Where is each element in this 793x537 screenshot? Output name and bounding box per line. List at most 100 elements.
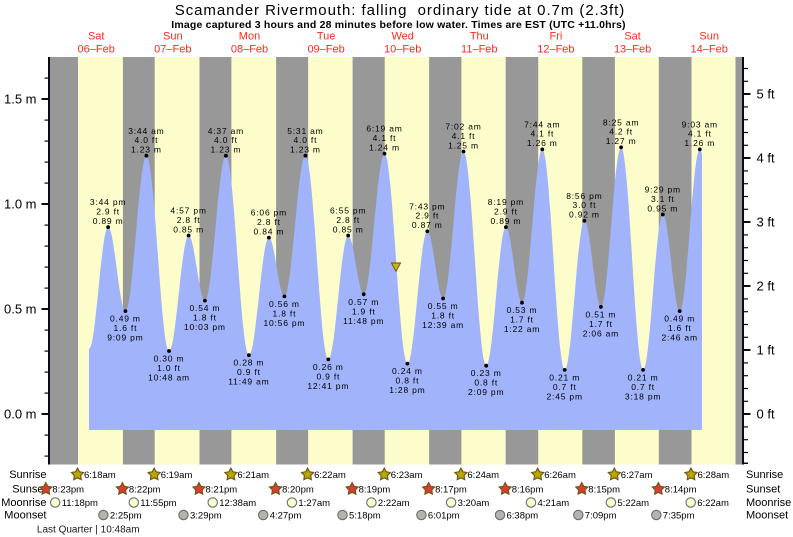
svg-text:11:18pm: 11:18pm xyxy=(62,498,98,509)
svg-text:5:22am: 5:22am xyxy=(617,498,649,509)
svg-text:0.54 m: 0.54 m xyxy=(190,303,221,313)
svg-text:1:22 am: 1:22 am xyxy=(504,324,540,334)
svg-text:1.0 m: 1.0 m xyxy=(4,197,37,212)
svg-text:8:23pm: 8:23pm xyxy=(52,484,84,495)
svg-text:8:21pm: 8:21pm xyxy=(206,484,238,495)
svg-text:Image captured 3 hours and 28: Image captured 3 hours and 28 minutes be… xyxy=(171,19,626,31)
svg-text:6:21am: 6:21am xyxy=(237,470,269,481)
svg-text:1.7 ft: 1.7 ft xyxy=(510,315,534,325)
svg-text:0.30 m: 0.30 m xyxy=(154,354,185,364)
svg-text:0.89 m: 0.89 m xyxy=(93,216,124,226)
svg-text:0.89 m: 0.89 m xyxy=(491,216,522,226)
svg-text:12:41 pm: 12:41 pm xyxy=(307,381,349,391)
svg-text:Moonset: Moonset xyxy=(746,510,788,522)
svg-text:Mon: Mon xyxy=(239,31,260,43)
svg-text:3:20am: 3:20am xyxy=(458,498,490,509)
svg-text:7:44 am: 7:44 am xyxy=(524,120,560,130)
svg-text:Last Quarter | 10:48am: Last Quarter | 10:48am xyxy=(37,525,140,536)
svg-text:06–Feb: 06–Feb xyxy=(78,44,115,56)
svg-text:8:20pm: 8:20pm xyxy=(282,484,314,495)
svg-text:0.21 m: 0.21 m xyxy=(628,372,659,382)
svg-text:0.55 m: 0.55 m xyxy=(428,301,459,311)
svg-text:1.23 m: 1.23 m xyxy=(211,145,242,155)
svg-text:8:19 pm: 8:19 pm xyxy=(488,197,524,207)
svg-text:6:55 pm: 6:55 pm xyxy=(330,206,366,216)
svg-text:Thu: Thu xyxy=(470,31,489,43)
svg-text:0.7 ft: 0.7 ft xyxy=(631,382,655,392)
svg-text:4:37 am: 4:37 am xyxy=(208,126,244,136)
svg-text:Sunrise: Sunrise xyxy=(9,469,46,481)
svg-text:8:25 am: 8:25 am xyxy=(603,117,639,127)
svg-text:Sat: Sat xyxy=(624,31,641,43)
svg-text:13–Feb: 13–Feb xyxy=(614,44,651,56)
svg-text:Sat: Sat xyxy=(88,31,105,43)
svg-text:3 ft: 3 ft xyxy=(757,215,775,230)
svg-text:6:18am: 6:18am xyxy=(84,470,116,481)
svg-text:0.28 m: 0.28 m xyxy=(234,358,265,368)
svg-text:0 ft: 0 ft xyxy=(757,407,775,422)
svg-text:7:09pm: 7:09pm xyxy=(585,511,617,522)
svg-text:3:44 pm: 3:44 pm xyxy=(90,197,126,207)
svg-text:1:27am: 1:27am xyxy=(298,498,330,509)
svg-text:0.56 m: 0.56 m xyxy=(269,299,300,309)
svg-text:7:02 am: 7:02 am xyxy=(445,122,481,132)
svg-text:10–Feb: 10–Feb xyxy=(384,44,421,56)
svg-text:08–Feb: 08–Feb xyxy=(231,44,268,56)
svg-text:0.24 m: 0.24 m xyxy=(392,366,423,376)
svg-text:07–Feb: 07–Feb xyxy=(154,44,191,56)
svg-text:1.5 m: 1.5 m xyxy=(4,92,37,107)
svg-text:1.8 ft: 1.8 ft xyxy=(193,313,217,323)
svg-text:6:19am: 6:19am xyxy=(161,470,193,481)
svg-text:9:09 pm: 9:09 pm xyxy=(107,333,143,343)
svg-text:0.5 m: 0.5 m xyxy=(4,302,37,317)
svg-text:Sun: Sun xyxy=(163,31,183,43)
svg-text:Sunrise: Sunrise xyxy=(746,469,783,481)
svg-text:0.84 m: 0.84 m xyxy=(254,226,285,236)
svg-text:5 ft: 5 ft xyxy=(757,87,775,102)
svg-text:10:03 pm: 10:03 pm xyxy=(184,322,226,332)
svg-text:0.9 ft: 0.9 ft xyxy=(237,367,261,377)
svg-text:0.49 m: 0.49 m xyxy=(110,314,141,324)
svg-text:8:15pm: 8:15pm xyxy=(588,484,620,495)
svg-text:2:22am: 2:22am xyxy=(378,498,410,509)
svg-text:10:56 pm: 10:56 pm xyxy=(263,318,305,328)
svg-text:1:28 pm: 1:28 pm xyxy=(389,385,425,395)
svg-text:Fri: Fri xyxy=(549,31,562,43)
svg-text:1.23 m: 1.23 m xyxy=(131,145,162,155)
svg-text:1.6 ft: 1.6 ft xyxy=(668,323,692,333)
svg-text:0.53 m: 0.53 m xyxy=(507,305,538,315)
svg-text:4:27pm: 4:27pm xyxy=(270,511,302,522)
svg-text:3:18 pm: 3:18 pm xyxy=(625,391,661,401)
svg-text:4.0 ft: 4.0 ft xyxy=(294,135,318,145)
svg-text:0.8 ft: 0.8 ft xyxy=(474,378,498,388)
svg-text:4:21am: 4:21am xyxy=(538,498,570,509)
svg-text:11:49 am: 11:49 am xyxy=(228,377,269,387)
svg-text:1.9 ft: 1.9 ft xyxy=(352,306,376,316)
svg-text:0.85 m: 0.85 m xyxy=(333,224,364,234)
svg-text:6:01pm: 6:01pm xyxy=(428,511,460,522)
svg-text:4.0 ft: 4.0 ft xyxy=(135,135,159,145)
svg-text:2:45 pm: 2:45 pm xyxy=(547,391,583,401)
svg-text:6:19 am: 6:19 am xyxy=(366,124,402,134)
svg-text:3.1 ft: 3.1 ft xyxy=(651,194,675,204)
svg-text:1.26 m: 1.26 m xyxy=(684,138,715,148)
svg-text:2:46 am: 2:46 am xyxy=(662,333,698,343)
svg-text:0.8 ft: 0.8 ft xyxy=(396,376,420,386)
svg-text:4:57 pm: 4:57 pm xyxy=(170,206,206,216)
svg-text:4.1 ft: 4.1 ft xyxy=(452,131,476,141)
svg-text:1.8 ft: 1.8 ft xyxy=(431,311,455,321)
svg-text:0.26 m: 0.26 m xyxy=(313,362,344,372)
svg-text:12–Feb: 12–Feb xyxy=(537,44,574,56)
svg-text:3.0 ft: 3.0 ft xyxy=(573,200,597,210)
svg-text:2 ft: 2 ft xyxy=(757,279,775,294)
svg-text:2.8 ft: 2.8 ft xyxy=(257,217,281,227)
svg-text:0.85 m: 0.85 m xyxy=(173,224,204,234)
svg-text:2.8 ft: 2.8 ft xyxy=(336,215,360,225)
svg-text:2.9 ft: 2.9 ft xyxy=(96,206,120,216)
svg-text:10:48 am: 10:48 am xyxy=(148,373,190,383)
svg-text:12:39 am: 12:39 am xyxy=(422,320,464,330)
svg-text:Scamander Rivermouth: falling: Scamander Rivermouth: falling ordinary t… xyxy=(175,2,626,19)
svg-text:Moonrise: Moonrise xyxy=(1,497,46,509)
svg-text:0.51 m: 0.51 m xyxy=(586,309,617,319)
svg-text:4.0 ft: 4.0 ft xyxy=(214,135,238,145)
